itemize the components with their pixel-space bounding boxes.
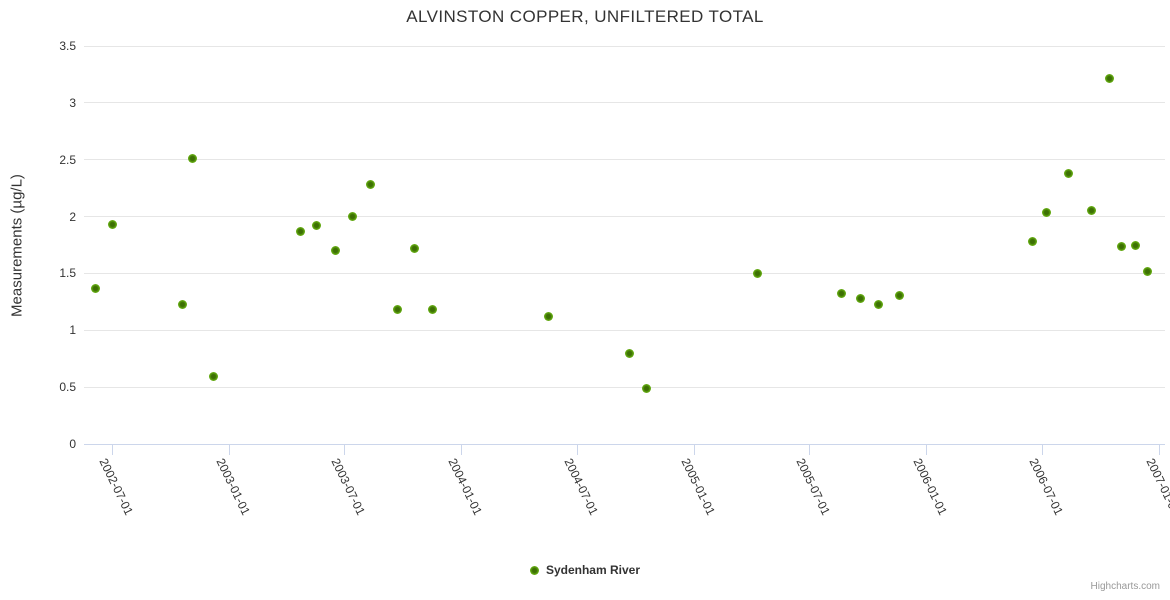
data-point[interactable] (393, 305, 403, 315)
x-axis-tick (809, 445, 811, 455)
x-axis-tick-label: 2007-01-01 (1143, 456, 1170, 518)
x-axis-tick-label: 2006-01-01 (910, 456, 951, 518)
x-axis-tick (344, 445, 346, 455)
data-point[interactable] (1028, 237, 1038, 247)
data-point[interactable] (1064, 168, 1074, 178)
x-axis-tick-label: 2006-07-01 (1025, 456, 1066, 518)
y-axis-tick-label: 3 (69, 95, 76, 110)
data-point[interactable] (312, 221, 322, 231)
data-point[interactable] (1116, 241, 1126, 251)
data-point[interactable] (837, 289, 847, 299)
data-point[interactable] (641, 383, 651, 393)
data-point[interactable] (1143, 266, 1153, 276)
data-point[interactable] (1087, 206, 1097, 216)
data-point[interactable] (330, 246, 340, 256)
data-point[interactable] (410, 243, 420, 253)
y-axis-tick-label: 0 (69, 437, 76, 451)
data-point[interactable] (543, 312, 553, 322)
data-point[interactable] (1042, 207, 1052, 217)
data-point[interactable] (873, 299, 883, 309)
y-gridline (84, 386, 1165, 388)
y-axis-tick-label: 3.5 (59, 39, 76, 53)
x-axis-tick-label: 2003-07-01 (328, 456, 369, 518)
y-gridline (84, 216, 1165, 218)
y-axis-tick-label: 2.5 (59, 152, 76, 167)
data-point[interactable] (428, 305, 438, 315)
x-axis-tick (111, 445, 113, 455)
x-axis-tick-label: 2003-01-01 (213, 456, 253, 518)
y-gridline (84, 272, 1165, 274)
x-axis-tick-label: 2004-07-01 (561, 456, 602, 518)
x-axis-tick (577, 445, 579, 455)
x-axis-tick (1158, 445, 1160, 455)
y-gridline (84, 102, 1165, 104)
data-point[interactable] (108, 220, 118, 230)
data-point[interactable] (1104, 74, 1114, 84)
circle-marker-icon (529, 565, 539, 575)
data-point[interactable] (366, 180, 376, 190)
x-axis-tick (926, 445, 928, 455)
data-point[interactable] (855, 293, 865, 303)
x-axis-tick (229, 445, 231, 455)
x-axis-tick-label: 2002-07-01 (96, 456, 136, 518)
y-axis-tick-label: 1.5 (59, 266, 76, 281)
legend[interactable]: Sydenham River (0, 563, 1170, 577)
data-point[interactable] (295, 226, 305, 236)
data-point[interactable] (348, 212, 357, 222)
data-point[interactable] (752, 268, 762, 278)
y-gridline (84, 159, 1165, 161)
y-gridline (84, 45, 1165, 47)
y-axis-tick-label: 1 (69, 323, 76, 338)
highcharts-credits-link[interactable]: Highcharts.com (1090, 581, 1160, 592)
x-axis-tick (1041, 445, 1043, 455)
x-axis-tick (694, 445, 696, 455)
y-axis-tick-label: 2 (69, 209, 76, 224)
data-point[interactable] (624, 348, 634, 358)
data-point[interactable] (895, 290, 905, 300)
x-axis-tick (461, 445, 463, 455)
y-axis-title: Measurements (µg/L) (8, 174, 26, 317)
chart-title: ALVINSTON COPPER, UNFILTERED TOTAL (406, 7, 764, 26)
data-point[interactable] (187, 154, 197, 164)
x-axis-line (84, 444, 1165, 445)
data-point[interactable] (178, 299, 188, 309)
y-gridline (84, 329, 1165, 331)
legend-item-label: Sydenham River (545, 563, 641, 577)
data-point[interactable] (1131, 240, 1141, 250)
x-axis-tick-label: 2004-01-01 (445, 456, 486, 518)
x-axis-tick-label: 2005-01-01 (678, 456, 719, 518)
x-axis-tick-label: 2005-07-01 (793, 456, 834, 518)
data-point[interactable] (90, 283, 100, 293)
data-point[interactable] (208, 372, 218, 382)
y-axis-tick-label: 0.5 (59, 380, 76, 395)
